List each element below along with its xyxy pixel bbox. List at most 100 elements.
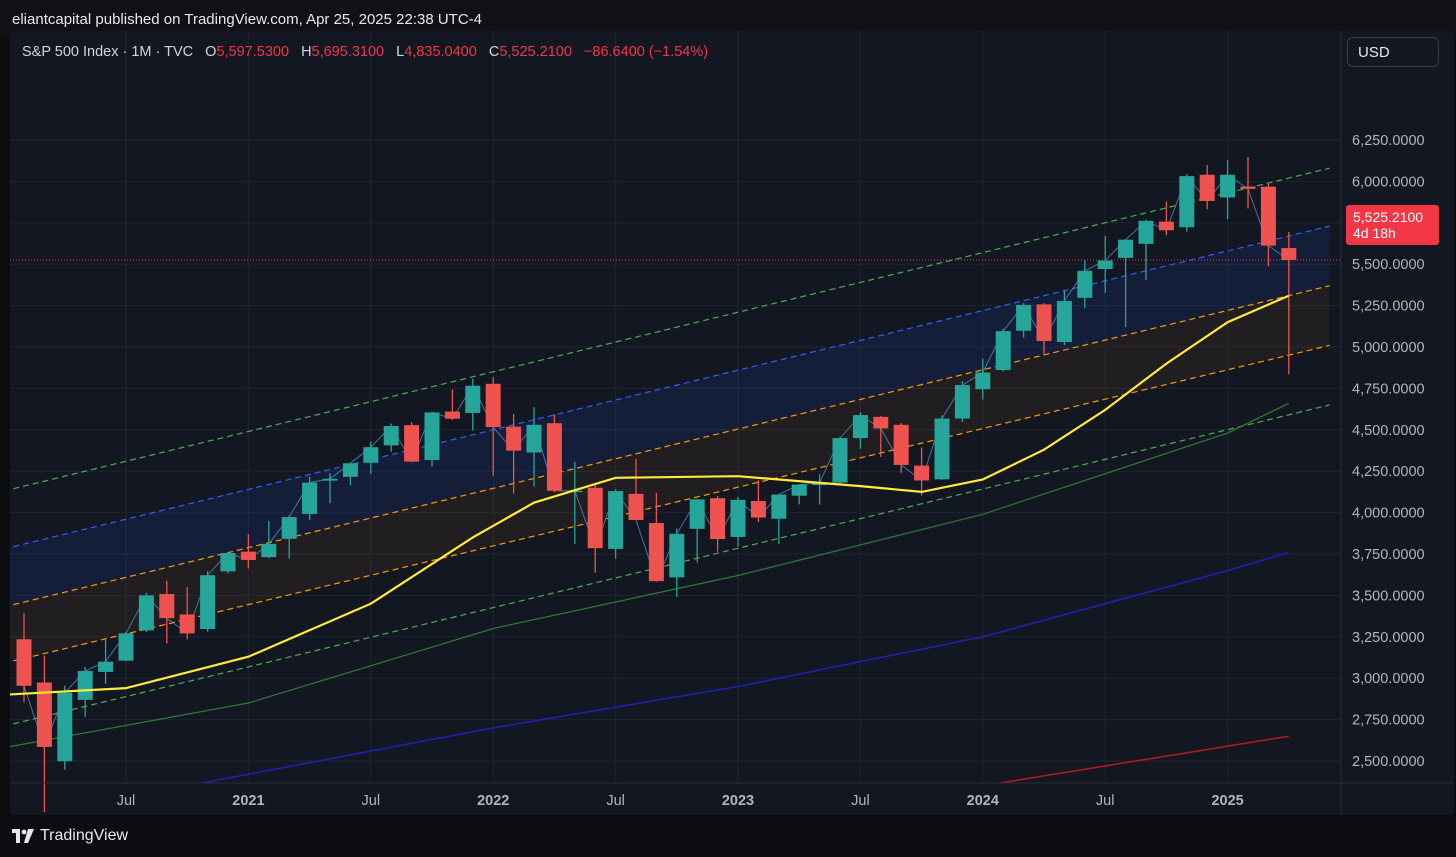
- candle-body[interactable]: [954, 385, 970, 419]
- candle-body[interactable]: [363, 447, 379, 463]
- x-tick-label: Jul: [362, 793, 381, 809]
- symbol-title[interactable]: S&P 500 Index · 1M · TVC: [22, 44, 194, 60]
- candle-body[interactable]: [159, 594, 175, 619]
- candle-body[interactable]: [995, 331, 1011, 371]
- currency-button[interactable]: USD: [1347, 37, 1439, 67]
- candle-body[interactable]: [914, 465, 930, 481]
- low-key: L: [396, 44, 405, 60]
- candle-body[interactable]: [832, 438, 848, 483]
- high-key: H: [301, 44, 312, 60]
- x-tick-label: Jul: [1096, 793, 1115, 809]
- footer: TradingView: [0, 817, 1456, 857]
- candle-body[interactable]: [771, 494, 787, 519]
- candle-body[interactable]: [750, 501, 766, 518]
- tradingview-logo-icon: [12, 829, 34, 843]
- candle-body[interactable]: [628, 493, 644, 521]
- channel-line-upper-green: [10, 167, 1330, 491]
- close-key: C: [488, 44, 500, 60]
- candle-body[interactable]: [118, 633, 134, 661]
- candle-body[interactable]: [281, 517, 297, 539]
- candle-body[interactable]: [791, 484, 807, 496]
- candle-body[interactable]: [1158, 221, 1174, 231]
- candle-body[interactable]: [1016, 304, 1032, 331]
- candle-body[interactable]: [648, 523, 664, 582]
- candle-body[interactable]: [587, 487, 603, 549]
- candle-body[interactable]: [873, 416, 889, 429]
- candle-body[interactable]: [608, 491, 624, 549]
- candle-body[interactable]: [1260, 186, 1276, 246]
- close-value: 5,525.2100: [499, 44, 572, 60]
- high-value: 5,695.3100: [311, 44, 385, 60]
- y-tick-label: 4,500.0000: [1352, 423, 1425, 439]
- candle-body[interactable]: [98, 661, 114, 672]
- brand-name: TradingView: [40, 827, 129, 844]
- y-tick-label: 4,750.0000: [1352, 381, 1425, 397]
- candle-body[interactable]: [342, 463, 358, 477]
- candle-body[interactable]: [179, 614, 195, 634]
- candle-body[interactable]: [689, 499, 705, 529]
- channel-fill-blue: [10, 226, 1330, 606]
- change-value: −86.6400 (−1.54%): [583, 44, 709, 60]
- channel-line-upper-blue: [10, 225, 1330, 549]
- ma-line-yellow: [10, 294, 1290, 696]
- candle-body[interactable]: [1056, 300, 1072, 343]
- candle-body[interactable]: [138, 595, 154, 631]
- candle-body[interactable]: [1281, 248, 1297, 261]
- candle-body[interactable]: [506, 426, 522, 451]
- y-tick-label: 5,250.0000: [1352, 299, 1425, 315]
- y-tick-label: 3,750.0000: [1352, 547, 1425, 563]
- candle-body[interactable]: [57, 692, 73, 762]
- candle-body[interactable]: [1077, 270, 1093, 298]
- candle-body[interactable]: [261, 543, 277, 558]
- candle-body[interactable]: [546, 423, 562, 491]
- candle-body[interactable]: [669, 533, 685, 578]
- candle-body[interactable]: [1179, 176, 1195, 228]
- candle-body[interactable]: [200, 575, 216, 630]
- candle-body[interactable]: [383, 425, 399, 446]
- candle-body[interactable]: [465, 385, 481, 413]
- candle-body[interactable]: [567, 490, 583, 493]
- y-tick-label: 6,000.0000: [1352, 174, 1425, 190]
- candle-body[interactable]: [485, 383, 501, 428]
- candle-body[interactable]: [322, 478, 338, 481]
- candle-body[interactable]: [812, 482, 828, 486]
- last-price-tag: 5,525.2100 4d 18h: [1346, 205, 1439, 245]
- candle-body[interactable]: [1138, 220, 1154, 244]
- publisher-info: eliantcapital published on TradingView.c…: [12, 11, 483, 28]
- open-key: O: [205, 44, 217, 60]
- candle-body[interactable]: [404, 425, 420, 462]
- countdown-label: 4d 18h: [1353, 225, 1396, 241]
- candle-body[interactable]: [1240, 186, 1256, 189]
- tradingview-logo[interactable]: TradingView: [12, 827, 128, 845]
- candle-body[interactable]: [240, 551, 256, 560]
- channel-fill-orange: [10, 285, 1330, 662]
- candle-body[interactable]: [77, 670, 93, 700]
- y-tick-label: 2,750.0000: [1352, 713, 1425, 729]
- candle-body[interactable]: [1097, 260, 1113, 270]
- candle-body[interactable]: [444, 411, 460, 419]
- x-tick-label: 2024: [967, 793, 999, 809]
- candle-body[interactable]: [1199, 174, 1215, 201]
- candle-body[interactable]: [975, 372, 991, 390]
- candle-body[interactable]: [1220, 174, 1236, 198]
- price-chart[interactable]: 2,500.0000 2,750.0000 3,000.0000 3,250.0000…: [10, 31, 1454, 815]
- candle-body[interactable]: [16, 639, 32, 686]
- candle-body[interactable]: [710, 498, 726, 540]
- candle-body[interactable]: [302, 482, 318, 514]
- candle-body[interactable]: [36, 682, 52, 747]
- candle-body[interactable]: [220, 553, 236, 572]
- candle-body[interactable]: [934, 418, 950, 480]
- candle-body[interactable]: [424, 412, 440, 460]
- candle-body[interactable]: [1036, 304, 1052, 342]
- candle-body[interactable]: [852, 415, 868, 439]
- x-tick-label: Jul: [117, 793, 136, 809]
- candle-body[interactable]: [730, 499, 746, 537]
- x-tick-label: Jul: [606, 793, 625, 809]
- candle-body[interactable]: [1118, 239, 1134, 258]
- candle-body[interactable]: [893, 424, 909, 465]
- x-tick-label: 2023: [722, 793, 754, 809]
- candle-body[interactable]: [526, 424, 542, 453]
- y-tick-label: 3,250.0000: [1352, 630, 1425, 646]
- y-tick-label: 4,250.0000: [1352, 464, 1425, 480]
- channel-line-mid-orange: [10, 285, 1330, 607]
